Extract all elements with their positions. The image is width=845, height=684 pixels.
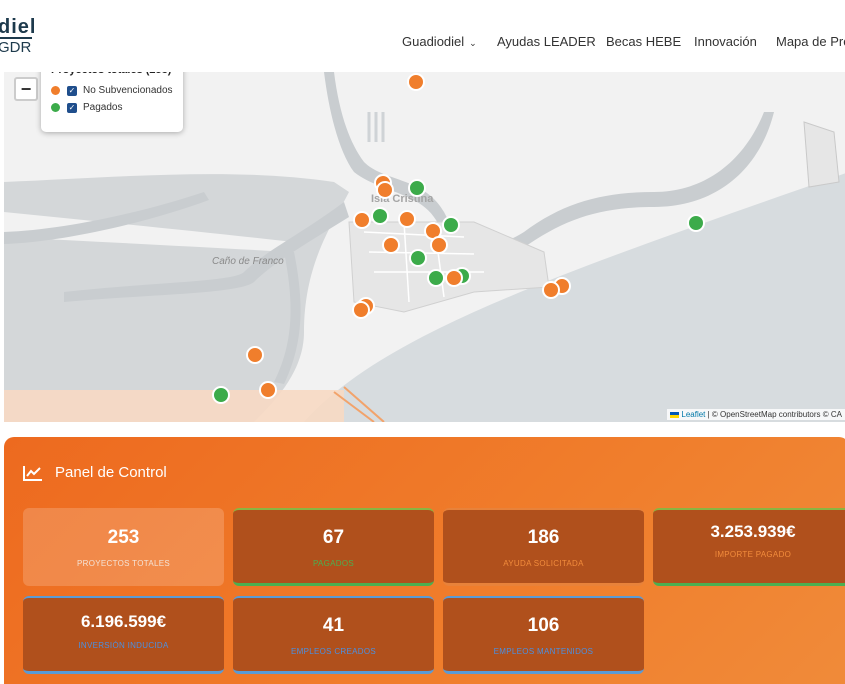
zoom-out-button[interactable]: −	[14, 77, 38, 101]
marker-orange	[430, 236, 448, 254]
stat-card-pagados: 67 PAGADOS	[233, 508, 434, 586]
control-panel: Panel de Control 253 PROYECTOS TOTALES 6…	[4, 437, 845, 684]
marker-green	[371, 207, 389, 225]
stat-label: PAGADOS	[312, 559, 355, 568]
map-tiles	[4, 72, 845, 422]
stat-card-inversion-inducida: 6.196.599€ INVERSIÓN INDUCIDA	[23, 596, 224, 674]
marker-orange	[398, 210, 416, 228]
nav-item-becas-hebe[interactable]: Becas HEBE	[606, 34, 682, 49]
checkbox-checked-icon[interactable]: ✓	[67, 85, 77, 96]
place-label-cano-de-franco: Caño de Franco	[212, 256, 284, 267]
stat-value: 41	[322, 615, 345, 636]
stat-card-empleos-creados: 41 EMPLEOS CREADOS	[233, 596, 434, 674]
marker-orange	[376, 181, 394, 199]
marker-orange	[407, 73, 425, 91]
site-header: diel GDR Guadiodiel ⌄ Ayudas LEADER Becas…	[0, 0, 845, 72]
map-markers	[212, 73, 705, 404]
marker-orange	[353, 211, 371, 229]
nav-item-guadiodiel[interactable]: Guadiodiel ⌄	[402, 34, 477, 49]
map-attribution: Leaflet | © OpenStreetMap contributors ©…	[667, 409, 845, 420]
stat-value: 3.253.939€	[710, 522, 796, 541]
stat-value: 253	[107, 527, 140, 548]
stat-card-proyectos-totales: 253 PROYECTOS TOTALES	[23, 508, 224, 586]
stat-value: 6.196.599€	[80, 612, 167, 631]
projects-map[interactable]: Isla Cristina Caño de Franco	[4, 72, 845, 422]
marker-green	[212, 386, 230, 404]
ukraine-flag-icon	[670, 411, 680, 418]
attribution-text: | © OpenStreetMap contributors © CA	[705, 410, 842, 419]
marker-orange	[542, 281, 560, 299]
marker-orange	[382, 236, 400, 254]
stat-label: PROYECTOS TOTALES	[77, 559, 170, 568]
marker-green	[427, 269, 445, 287]
marker-orange	[246, 346, 264, 364]
legend-item-label: No Subvencionados	[83, 85, 173, 96]
marker-green	[442, 216, 460, 234]
marker-orange	[352, 301, 370, 319]
stat-label: EMPLEOS CREADOS	[291, 647, 376, 656]
stat-card-ayuda-solicitada: 186 AYUDA SOLICITADA	[443, 508, 644, 586]
logo-divider	[0, 37, 32, 39]
stat-label: INVERSIÓN INDUCIDA	[78, 641, 169, 650]
legend-item-label: Pagados	[83, 102, 123, 113]
nav-item-innovacion[interactable]: Innovación	[694, 34, 757, 49]
logo[interactable]: diel GDR	[0, 16, 38, 62]
marker-green	[409, 249, 427, 267]
stat-value: 67	[322, 527, 345, 548]
logo-text-bottom: GDR	[0, 39, 32, 56]
orange-dot-icon	[51, 86, 60, 95]
marker-green	[687, 214, 705, 232]
marker-green	[408, 179, 426, 197]
nav-item-label: Guadiodiel	[402, 34, 465, 49]
legend-item-pagados[interactable]: ✓ Pagados	[51, 102, 173, 113]
legend-item-no-subvencionados[interactable]: ✓ No Subvencionados	[51, 85, 173, 96]
nav-item-mapa-proyectos[interactable]: Mapa de Proy	[776, 34, 845, 49]
panel-title-text: Panel de Control	[55, 464, 167, 481]
nav-item-ayudas-leader[interactable]: Ayudas LEADER	[497, 34, 596, 49]
stat-label: IMPORTE PAGADO	[714, 550, 792, 559]
panel-title: Panel de Control	[23, 464, 167, 481]
logo-text-top: diel	[0, 16, 37, 38]
marker-orange	[259, 381, 277, 399]
marker-orange	[445, 269, 463, 287]
leaflet-link[interactable]: Leaflet	[681, 410, 706, 419]
chart-line-icon	[23, 465, 42, 481]
stat-card-empleos-mantenidos: 106 EMPLEOS MANTENIDOS	[443, 596, 644, 674]
checkbox-checked-icon[interactable]: ✓	[67, 102, 77, 113]
stat-value: 106	[527, 615, 560, 636]
green-dot-icon	[51, 103, 60, 112]
chevron-down-icon: ⌄	[469, 38, 477, 48]
stat-label: AYUDA SOLICITADA	[503, 559, 584, 568]
stat-card-importe-pagado: 3.253.939€ IMPORTE PAGADO	[653, 508, 845, 586]
stat-value: 186	[527, 527, 560, 548]
stat-label: EMPLEOS MANTENIDOS	[493, 647, 594, 656]
